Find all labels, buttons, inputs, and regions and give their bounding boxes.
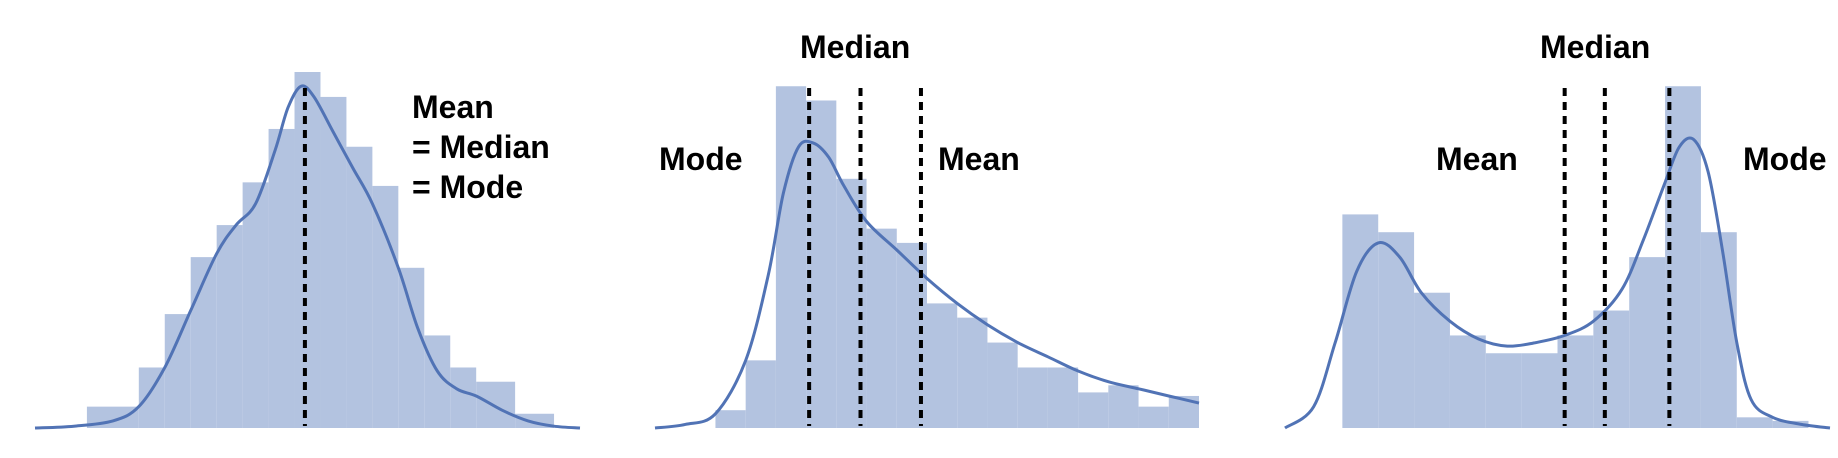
histogram-bar-0 (715, 410, 746, 428)
label-equals-mode: = Mode (412, 169, 523, 205)
histogram-bar-0 (1342, 214, 1379, 428)
histogram-bar-11 (1047, 367, 1079, 428)
label-mode: Mode (659, 141, 743, 177)
symmetric-distribution-chart: Mean = Median = Mode (34, 72, 581, 430)
left-skewed-distribution-chart: Median Mean Mode (1284, 29, 1831, 430)
histogram-bar-8 (1629, 257, 1666, 428)
histogram-bar-2 (775, 86, 807, 429)
histogram-bar-3 (1449, 335, 1486, 428)
histogram-bar-12 (1078, 392, 1109, 428)
histogram-bar-1 (745, 360, 776, 428)
label-median: Median (800, 29, 910, 65)
kde-curve (654, 139, 1200, 430)
label-equals-median: = Median (412, 129, 550, 165)
histogram-bar-7 (1593, 310, 1630, 428)
histogram-bar-7 (927, 303, 958, 428)
label-mode: Mode (1743, 141, 1827, 177)
right-skewed-distribution-chart: Median Mode Mean (654, 29, 1200, 430)
histogram-bar-4 (190, 257, 217, 428)
label-mean: Mean (938, 141, 1020, 177)
histogram-bar-3 (806, 100, 837, 428)
histogram-bar-10 (1700, 232, 1737, 428)
histogram-bar-5 (1521, 353, 1558, 428)
histogram-bar-13 (1108, 385, 1139, 428)
histogram-bar-10 (1017, 367, 1048, 428)
histogram-bar-5 (216, 225, 243, 428)
histogram-bar-10 (346, 146, 373, 428)
histogram-bar-14 (1138, 406, 1169, 428)
histogram-bar-12 (1772, 420, 1809, 428)
label-median: Median (1540, 29, 1650, 65)
histogram-bar-6 (242, 182, 269, 428)
histogram-bar-2 (1414, 292, 1450, 428)
histogram-bar-12 (398, 267, 425, 428)
kde-curve (1284, 136, 1831, 430)
histogram-bar-1 (1378, 232, 1415, 428)
histogram-bar-9 (987, 342, 1018, 428)
label-mean: Mean (1436, 141, 1518, 177)
histogram-bar-15 (476, 381, 516, 428)
histogram-bar-11 (1736, 417, 1773, 428)
histogram-bar-8 (957, 317, 988, 428)
histogram-bar-11 (372, 185, 399, 428)
histogram-bar-5 (866, 228, 897, 428)
histogram-bar-3 (164, 314, 191, 428)
histogram-bar-14 (450, 367, 477, 428)
histogram-bar-7 (268, 128, 295, 428)
histogram-bar-9 (320, 96, 347, 429)
histogram-bar-4 (1485, 353, 1522, 428)
histogram-bar-8 (294, 72, 321, 428)
kde-curve (34, 84, 581, 430)
label-mean: Mean (412, 89, 494, 125)
